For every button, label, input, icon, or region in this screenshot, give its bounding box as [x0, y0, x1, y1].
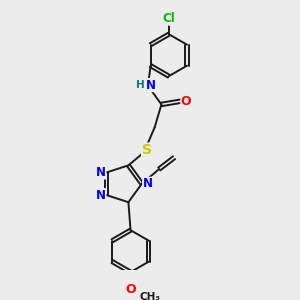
Text: O: O — [181, 95, 191, 108]
Text: N: N — [96, 166, 106, 179]
Text: CH₃: CH₃ — [140, 292, 160, 300]
Text: Cl: Cl — [163, 12, 175, 25]
Text: N: N — [146, 79, 156, 92]
Text: S: S — [142, 143, 152, 157]
Text: N: N — [96, 189, 106, 202]
Text: H: H — [136, 80, 144, 90]
Text: O: O — [125, 283, 136, 296]
Text: N: N — [143, 177, 153, 190]
